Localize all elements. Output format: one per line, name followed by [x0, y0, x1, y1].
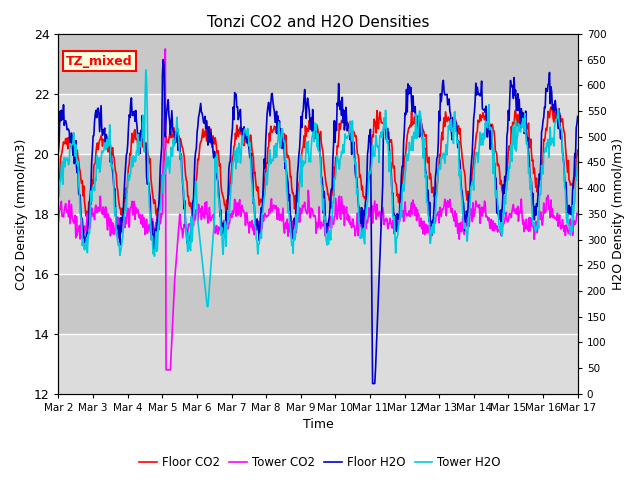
Tower CO2 — [118, 230, 125, 236]
Line: Floor H2O: Floor H2O — [58, 60, 578, 384]
Floor H2O — [383, 136, 390, 142]
Floor H2O — [64, 126, 72, 132]
Tower H2O — [118, 244, 125, 250]
Tower H2O — [204, 303, 211, 309]
Floor H2O — [574, 114, 582, 120]
Floor CO2 — [83, 216, 91, 221]
Tower H2O — [574, 154, 582, 160]
Tower H2O — [64, 157, 72, 163]
Bar — [58, 94, 578, 154]
Tower CO2 — [162, 367, 170, 372]
Title: Tonzi CO2 and H2O Densities: Tonzi CO2 and H2O Densities — [207, 15, 429, 30]
Line: Tower CO2: Tower CO2 — [58, 49, 578, 370]
Floor CO2 — [381, 124, 389, 130]
Tower CO2 — [397, 210, 405, 216]
Floor H2O — [397, 172, 405, 178]
Floor CO2 — [118, 205, 126, 211]
Tower H2O — [198, 257, 206, 263]
Floor H2O — [171, 132, 179, 138]
Tower H2O — [142, 67, 150, 73]
Tower H2O — [397, 214, 405, 220]
Bar — [58, 34, 578, 94]
Legend: Floor CO2, Tower CO2, Floor H2O, Tower H2O: Floor CO2, Tower CO2, Floor H2O, Tower H… — [135, 452, 505, 474]
Floor CO2 — [574, 147, 582, 153]
Tower H2O — [171, 142, 179, 147]
Tower CO2 — [172, 268, 179, 274]
Y-axis label: CO2 Density (mmol/m3): CO2 Density (mmol/m3) — [15, 138, 28, 289]
Floor CO2 — [64, 146, 72, 152]
Floor CO2 — [54, 178, 62, 184]
Tower CO2 — [383, 216, 390, 221]
Floor H2O — [118, 228, 125, 234]
Floor H2O — [369, 381, 376, 386]
Floor CO2 — [547, 104, 555, 110]
Tower CO2 — [64, 207, 72, 213]
Bar — [58, 334, 578, 394]
Tower H2O — [383, 123, 390, 129]
Y-axis label: H2O Density (mmol/m3): H2O Density (mmol/m3) — [612, 138, 625, 290]
X-axis label: Time: Time — [303, 419, 333, 432]
Line: Tower H2O: Tower H2O — [58, 70, 578, 306]
Line: Floor CO2: Floor CO2 — [58, 107, 578, 218]
Tower CO2 — [54, 218, 62, 224]
Floor H2O — [198, 110, 206, 116]
Floor H2O — [54, 148, 62, 154]
Floor CO2 — [397, 197, 404, 203]
Tower CO2 — [161, 46, 169, 52]
Floor H2O — [159, 57, 167, 62]
Tower CO2 — [574, 212, 582, 217]
Bar — [58, 154, 578, 214]
Floor CO2 — [171, 139, 179, 145]
Text: TZ_mixed: TZ_mixed — [67, 55, 133, 68]
Bar — [58, 214, 578, 274]
Tower CO2 — [199, 212, 207, 218]
Tower H2O — [54, 182, 62, 188]
Bar — [58, 274, 578, 334]
Floor CO2 — [198, 132, 206, 138]
